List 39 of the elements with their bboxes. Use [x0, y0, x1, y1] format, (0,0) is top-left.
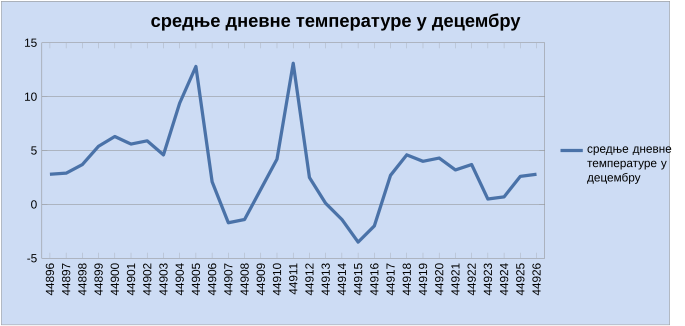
x-tick-label: 44910	[272, 263, 282, 296]
x-tick-label: 44911	[289, 263, 298, 294]
y-tick-label: 10	[25, 92, 37, 101]
y-tick-label: 15	[25, 38, 37, 47]
x-tick-label: 44899	[94, 263, 103, 296]
legend-label: средње дневне температуре у децембру	[587, 146, 672, 184]
y-tick-label: -5	[27, 254, 37, 262]
line-series	[48, 62, 538, 244]
x-tick-label: 44926	[532, 263, 541, 296]
x-tick-label: 44913	[321, 263, 330, 296]
x-tick-label: 44907	[224, 263, 233, 296]
x-tick-label: 44896	[46, 263, 54, 296]
x-tick-label: 44904	[176, 263, 184, 296]
x-tick-label: 44915	[354, 263, 362, 296]
y-tick-label: 0	[31, 200, 37, 208]
chart-title: средње дневне температуре у децембру	[151, 13, 520, 31]
x-tick-label: 44906	[208, 263, 216, 296]
x-tick-label: 44924	[500, 263, 508, 296]
x-tick-label: 44925	[516, 263, 524, 296]
x-tick-label: 44917	[386, 263, 395, 296]
x-tick-label: 44905	[192, 263, 200, 296]
x-tick-label: 44921	[451, 263, 460, 296]
x-tick-label: 44912	[305, 263, 314, 296]
x-tick-label: 44919	[418, 263, 428, 296]
x-tick-label: 44908	[240, 263, 249, 296]
x-tick-label: 44923	[484, 263, 492, 296]
x-tick-label: 44918	[402, 263, 411, 296]
x-tick-label: 44914	[338, 263, 346, 296]
x-tick-label: 44898	[78, 263, 87, 296]
y-tick-label: 5	[31, 146, 37, 155]
x-tick-label: 44922	[467, 263, 476, 296]
x-tick-label: 44916	[370, 263, 378, 296]
x-tick-label: 44909	[256, 263, 265, 296]
x-tick-label: 44903	[159, 263, 168, 296]
x-tick-label: 44902	[143, 263, 152, 296]
x-tick-label: 44900	[110, 263, 119, 296]
x-tick-label: 44920	[435, 263, 444, 296]
x-tick-label: 44901	[126, 263, 136, 296]
x-tick-label: 44897	[62, 263, 70, 296]
